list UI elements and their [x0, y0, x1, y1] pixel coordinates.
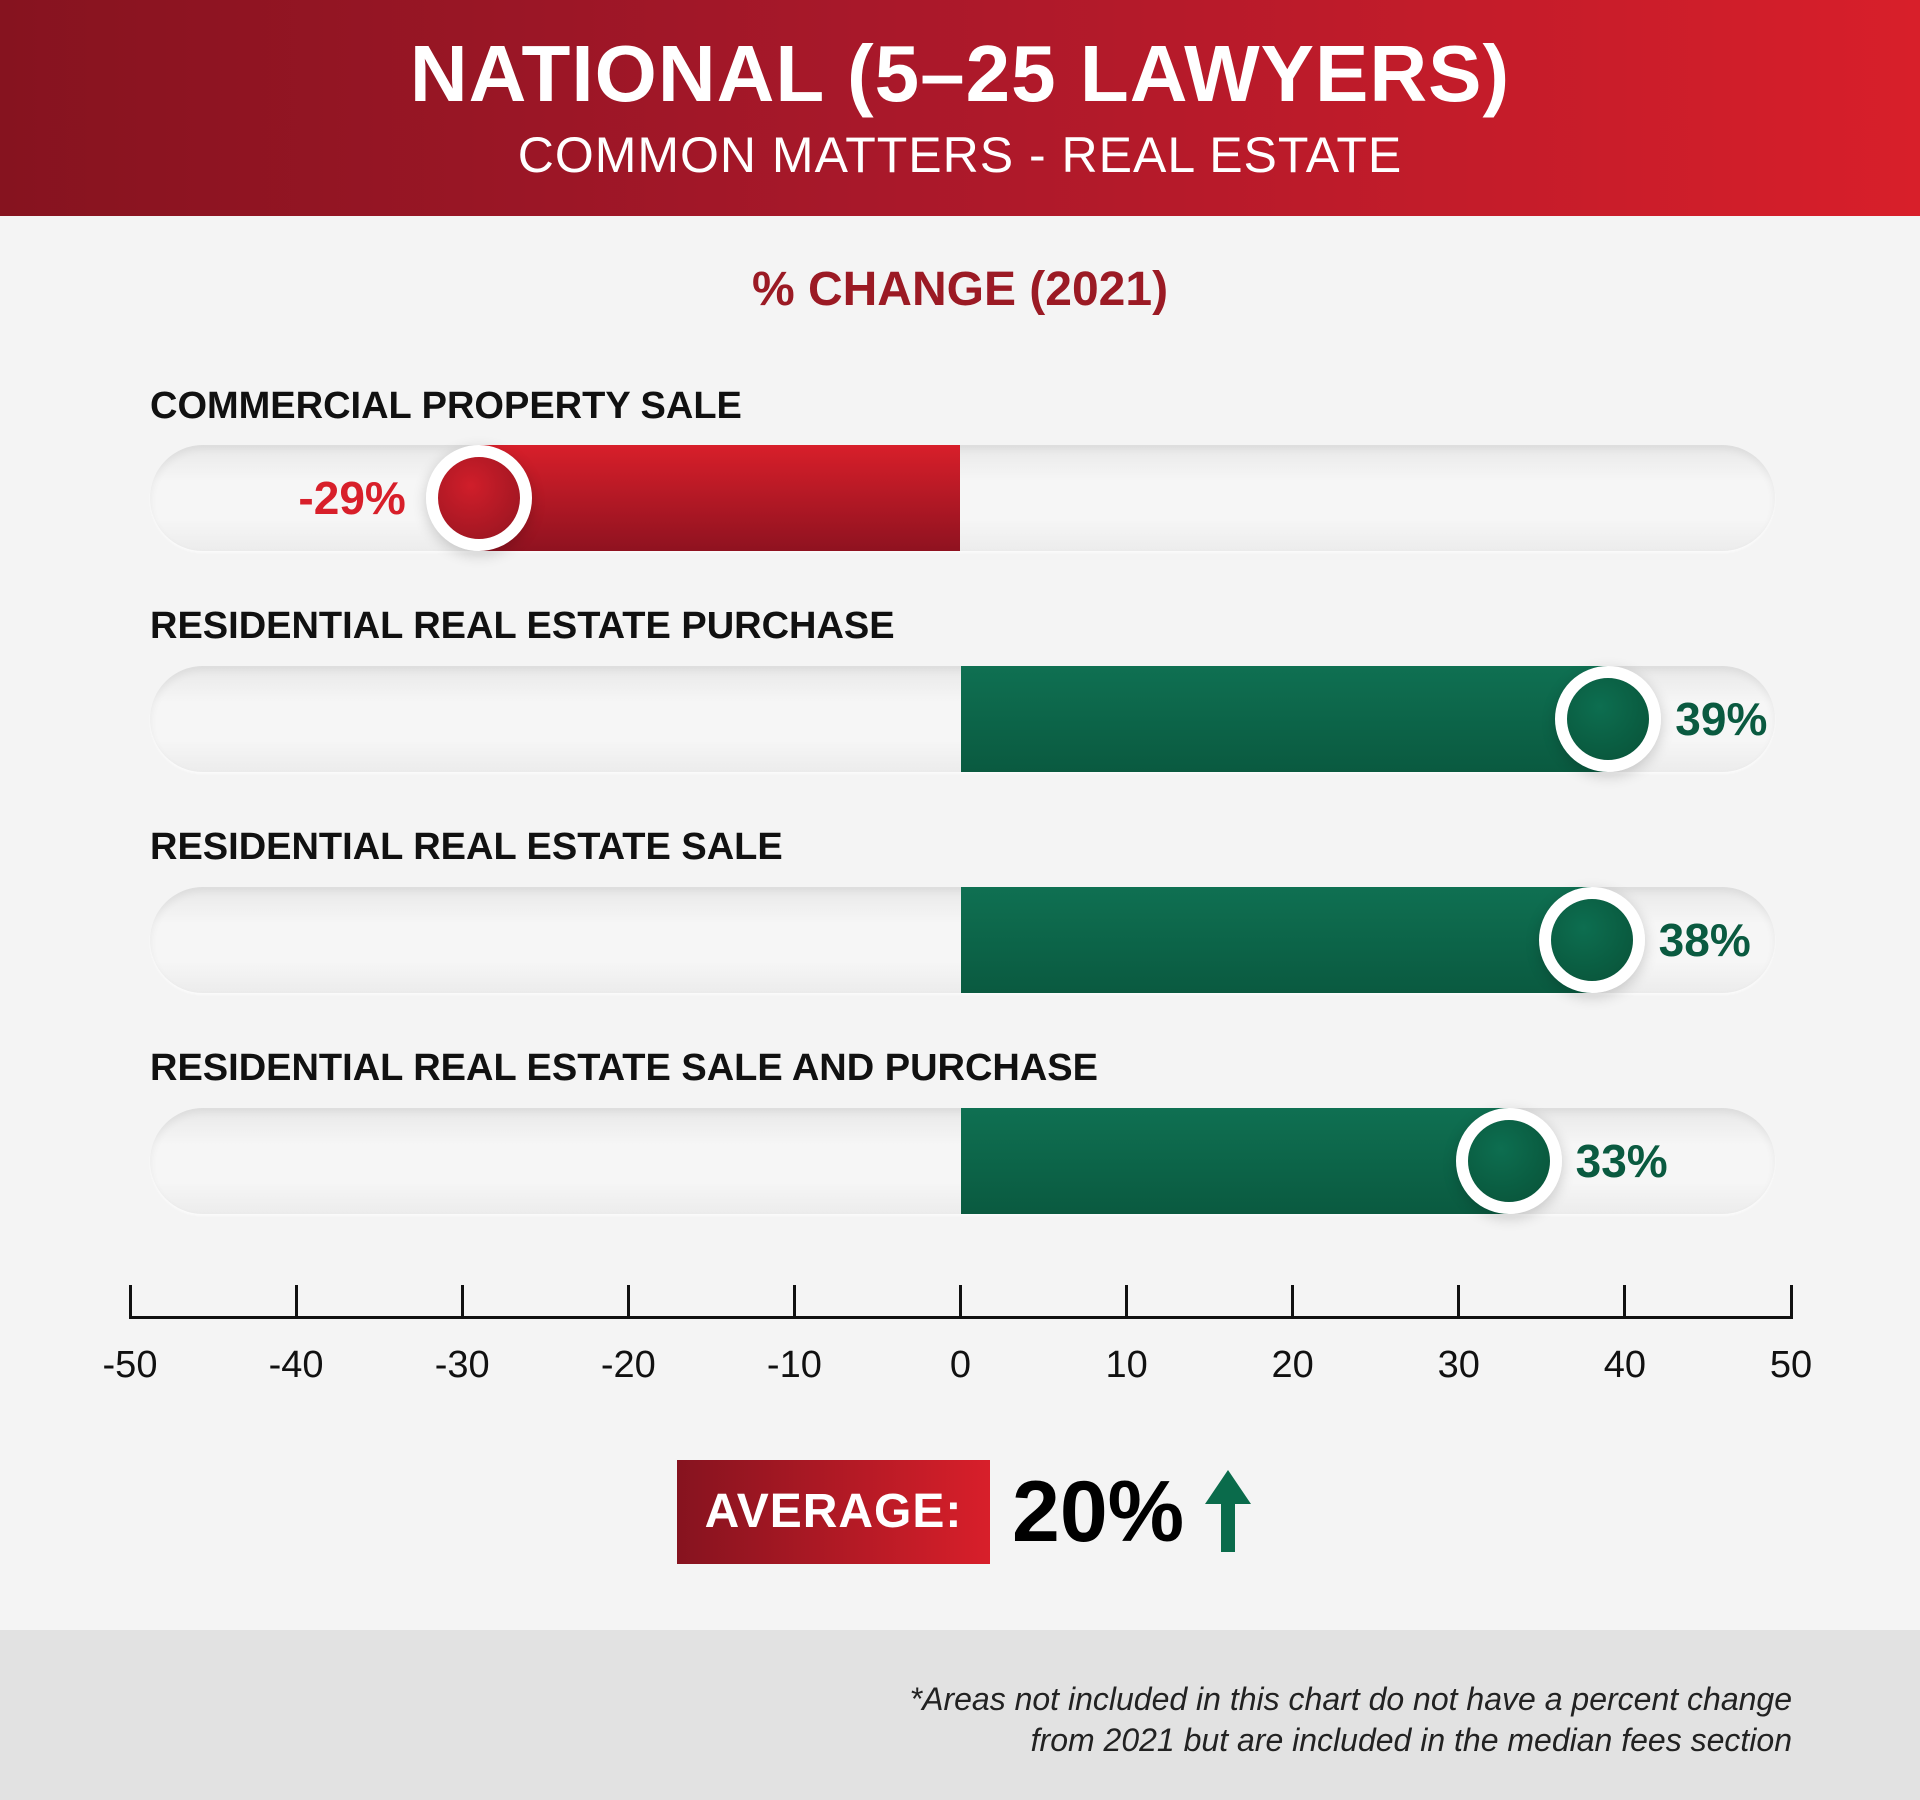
x-tick-label: -20: [600, 1344, 656, 1386]
page-title: NATIONAL (5–25 LAWYERS): [409, 29, 1511, 118]
category-label: COMMERCIAL PROPERTY SALE: [150, 385, 742, 427]
x-tick: [1623, 1285, 1627, 1319]
bar-end-marker: [1555, 666, 1662, 772]
bar-end-marker: [1455, 1108, 1562, 1214]
x-tick: [128, 1285, 132, 1319]
data-label: 33%: [1575, 1135, 1668, 1187]
footer: *Areas not included in this chart do not…: [0, 1630, 1920, 1800]
x-tick: [1457, 1285, 1461, 1319]
bar: [478, 445, 961, 551]
bar: [960, 887, 1592, 993]
x-tick: [1291, 1285, 1295, 1319]
chart-title: % CHANGE (2021): [751, 263, 1169, 316]
page-subtitle: COMMON MATTERS - REAL ESTATE: [517, 127, 1403, 183]
bar-track: [150, 445, 1775, 551]
x-tick-label: 0: [949, 1344, 972, 1386]
x-tick-label: 30: [1437, 1344, 1480, 1386]
x-tick: [460, 1285, 464, 1319]
footnote-line-1: *Areas not included in this chart do not…: [909, 1681, 1792, 1717]
x-tick-label: -50: [102, 1344, 158, 1386]
header-banner: NATIONAL (5–25 LAWYERS) COMMON MATTERS -…: [0, 0, 1920, 216]
x-tick: [626, 1285, 630, 1319]
x-tick-label: 50: [1769, 1344, 1813, 1386]
average-value: 20%: [1012, 1464, 1185, 1560]
x-tick-label: 40: [1603, 1344, 1647, 1386]
x-tick: [1789, 1285, 1793, 1319]
average-label: AVERAGE:: [677, 1460, 990, 1564]
up-arrow-icon: [1205, 1470, 1251, 1552]
x-tick: [294, 1285, 298, 1319]
category-label: RESIDENTIAL REAL ESTATE SALE: [150, 826, 783, 868]
x-tick-label: 20: [1271, 1344, 1314, 1386]
bar-end-marker: [1538, 887, 1645, 993]
x-tick-label: -40: [268, 1344, 324, 1386]
bar: [960, 1108, 1509, 1214]
x-tick: [1125, 1285, 1129, 1319]
x-tick: [792, 1285, 796, 1319]
data-label: 38%: [1658, 914, 1751, 966]
bar: [960, 666, 1609, 772]
x-tick-label: -10: [766, 1344, 822, 1386]
footnote-line-2: from 2021 but are included in the median…: [1030, 1722, 1792, 1758]
x-tick-label: 10: [1105, 1344, 1148, 1386]
data-label: 39%: [1675, 693, 1768, 745]
category-label: RESIDENTIAL REAL ESTATE PURCHASE: [150, 605, 895, 647]
data-label: -29%: [298, 472, 406, 524]
x-tick-label: -30: [434, 1344, 490, 1386]
x-tick: [959, 1285, 962, 1319]
category-label: RESIDENTIAL REAL ESTATE SALE AND PURCHAS…: [150, 1047, 1098, 1089]
bar-end-marker: [425, 445, 532, 551]
